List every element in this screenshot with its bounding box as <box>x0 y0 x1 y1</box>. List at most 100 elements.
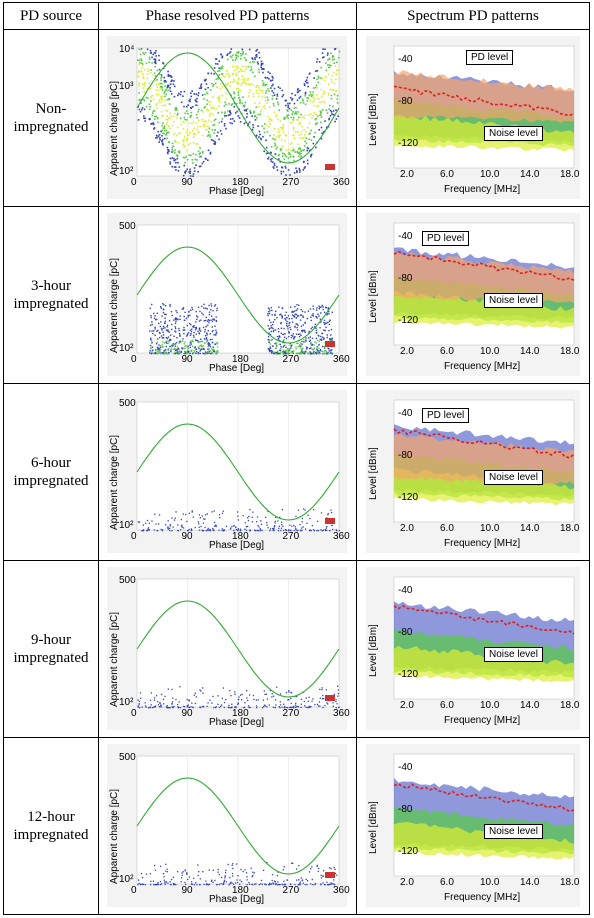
pd-point <box>172 343 174 345</box>
pd-point <box>236 879 238 881</box>
pd-point <box>205 83 208 85</box>
pd-point <box>297 883 300 886</box>
pd-point <box>322 306 324 308</box>
pd-point <box>182 127 185 130</box>
pd-point <box>239 883 241 885</box>
pd-point <box>202 529 204 532</box>
pd-point <box>184 156 186 159</box>
noise-level-callout: Noise level <box>484 126 543 141</box>
pd-point <box>250 66 253 68</box>
pd-point <box>303 352 306 355</box>
pd-point <box>257 63 259 65</box>
pd-point <box>326 322 328 324</box>
pd-point <box>302 350 304 353</box>
pd-point <box>152 706 155 708</box>
pd-point <box>163 351 165 353</box>
pd-point <box>293 159 295 162</box>
pd-point <box>299 152 302 155</box>
pd-point <box>207 324 209 326</box>
pd-point <box>179 335 181 337</box>
pd-point <box>180 525 183 527</box>
pd-point <box>259 113 262 116</box>
pd-point <box>337 56 340 59</box>
pd-point <box>162 138 164 141</box>
pd-point <box>141 883 143 885</box>
pd-point <box>325 306 327 309</box>
phase-y-tick: 10⁴ <box>119 44 135 55</box>
pd-point <box>290 702 292 705</box>
pd-point <box>144 705 147 707</box>
pd-point <box>192 162 194 164</box>
pd-point <box>288 330 290 333</box>
pd-point <box>299 344 301 346</box>
pd-point <box>292 149 294 152</box>
pd-point <box>271 338 273 341</box>
pd-point <box>196 97 198 100</box>
phase-pattern-cell: Apparent charge [pC] Phase [Deg] 0 90 180 270… <box>98 737 357 915</box>
pd-point <box>167 125 170 127</box>
pd-point <box>269 123 271 125</box>
pd-point <box>276 351 278 354</box>
pd-point <box>214 143 216 145</box>
pd-point <box>146 77 149 80</box>
pd-point <box>191 129 194 132</box>
pd-point <box>187 316 189 318</box>
pd-point <box>285 149 288 151</box>
pd-point <box>217 112 220 114</box>
pd-point <box>181 347 183 349</box>
pd-point <box>309 336 312 338</box>
pd-point <box>293 107 296 109</box>
pd-point <box>180 529 182 531</box>
pd-point <box>278 135 281 138</box>
spectrum-y-tick: -80 <box>398 273 413 284</box>
pd-point <box>290 352 292 354</box>
pd-point <box>151 349 154 352</box>
pd-point <box>193 349 195 352</box>
pd-point <box>310 529 312 532</box>
pd-point <box>178 92 180 95</box>
pd-point <box>139 70 142 73</box>
pd-point <box>237 702 239 704</box>
pd-point <box>231 872 234 875</box>
pd-point <box>171 124 174 127</box>
pd-point <box>236 110 238 113</box>
pd-point <box>319 318 322 320</box>
pd-point <box>306 100 309 102</box>
pd-point <box>272 102 275 105</box>
pd-point <box>231 864 233 866</box>
pd-point <box>256 85 258 87</box>
pd-point <box>164 524 167 526</box>
pd-point <box>274 881 276 883</box>
pd-point <box>203 123 206 126</box>
pd-point <box>171 79 173 82</box>
pd-point <box>161 529 164 532</box>
pd-point <box>309 91 312 93</box>
pd-point <box>255 529 257 532</box>
pd-point <box>149 58 151 61</box>
pd-point <box>177 318 179 321</box>
pd-point <box>196 125 199 128</box>
pd-point <box>285 706 287 709</box>
spectrum-x-tick: 18.0 <box>560 346 580 357</box>
spectrum-x-tick: 10.0 <box>480 877 500 888</box>
pd-point <box>330 80 333 83</box>
pd-point <box>164 129 166 132</box>
pd-point <box>233 706 236 708</box>
pd-point <box>267 99 269 101</box>
pd-point <box>146 48 149 51</box>
pd-point <box>142 77 145 80</box>
pd-point <box>328 64 331 66</box>
pd-point <box>159 138 161 141</box>
pd-point <box>181 308 184 310</box>
pd-point <box>283 116 286 119</box>
spectrum-x-tick: 14.0 <box>520 523 540 534</box>
pd-point <box>315 117 317 120</box>
pd-point <box>275 342 277 344</box>
pd-point <box>318 98 321 100</box>
pd-point <box>212 346 214 349</box>
pd-point <box>240 52 242 55</box>
pd-point <box>311 700 313 702</box>
pd-point <box>207 86 209 89</box>
pd-point <box>275 115 277 117</box>
pd-point <box>156 883 158 886</box>
